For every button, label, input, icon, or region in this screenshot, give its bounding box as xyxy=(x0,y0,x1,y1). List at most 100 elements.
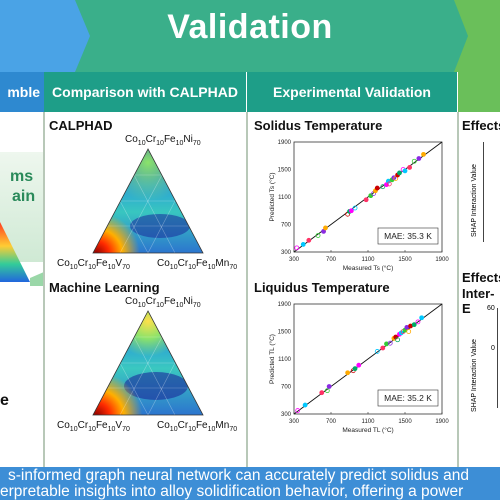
y-tick-label: 1100 xyxy=(278,195,292,201)
data-point xyxy=(386,181,392,187)
shap-axis-2 xyxy=(497,308,498,408)
ml-title: Machine Learning xyxy=(49,280,160,295)
calphad-ternary-map xyxy=(92,148,204,254)
y-tick-label: 700 xyxy=(281,385,292,391)
data-point xyxy=(411,158,417,164)
calphad-vertex-left: Co10Cr10Fe10V70 xyxy=(57,258,130,271)
data-point xyxy=(323,225,328,231)
y-tick-label: 1900 xyxy=(278,302,292,308)
banner-right-arrow xyxy=(440,0,468,72)
data-point xyxy=(416,156,422,161)
ml-vertex-right: Co10Cr10Fe10Mn70 xyxy=(157,420,238,433)
shap-tick-60: 60 xyxy=(487,305,495,312)
mae-box xyxy=(377,227,439,245)
effects-title-2b: Inter-E xyxy=(462,286,495,316)
left-fragment-3: e xyxy=(0,392,9,409)
right-panel: Effects SHAP Interaction Value Effects I… xyxy=(458,112,500,467)
y-tick-label: 1500 xyxy=(278,330,292,336)
data-point xyxy=(387,340,393,346)
experimental-column-header-text: Experimental Validation xyxy=(273,84,431,100)
left-column-header-text: mble xyxy=(7,84,40,100)
footer-line-1: s-informed graph neural network can accu… xyxy=(8,467,469,484)
data-point xyxy=(324,388,330,394)
ml-vertex-top: Co10Cr10Fe10Ni70 xyxy=(125,296,201,309)
data-point xyxy=(345,370,351,376)
validation-banner: Validation xyxy=(0,0,500,72)
left-partial-heatmap xyxy=(0,222,43,286)
data-point xyxy=(421,151,426,157)
left-panel: ms ain e xyxy=(0,112,44,467)
liquidus-title: Liquidus Temperature xyxy=(254,280,390,295)
calphad-title: CALPHAD xyxy=(49,118,113,133)
right-column-header xyxy=(458,72,500,112)
ml-vertex-left: Co10Cr10Fe10V70 xyxy=(57,420,130,433)
data-point xyxy=(352,366,358,372)
x-tick-label: 1900 xyxy=(435,419,449,425)
data-point xyxy=(397,170,402,176)
y-tick-label: 1100 xyxy=(278,357,292,363)
x-tick-label: 1500 xyxy=(398,257,412,263)
data-point xyxy=(395,337,401,343)
x-tick-label: 700 xyxy=(326,257,337,263)
calphad-column-header-text: Comparison with CALPHAD xyxy=(52,84,238,100)
shap-tick-0: 0 xyxy=(491,345,495,352)
y-tick-label: 300 xyxy=(281,250,292,256)
mae-box xyxy=(377,389,439,407)
data-point xyxy=(384,341,389,347)
calphad-panel: CALPHAD Co10Cr10Fe10Ni70 xyxy=(44,112,247,467)
data-point xyxy=(295,408,301,413)
y-tick-label: 700 xyxy=(281,223,292,229)
y-axis-label: Predicted TL (°C) xyxy=(268,334,276,384)
left-fragment-2: ain xyxy=(12,188,36,205)
data-point xyxy=(411,322,417,328)
shap-axis-1 xyxy=(483,142,484,242)
data-point xyxy=(419,315,425,321)
banner-left-arrow xyxy=(60,0,90,72)
data-point xyxy=(352,205,358,211)
data-point xyxy=(380,184,386,190)
data-point xyxy=(374,185,380,191)
data-point xyxy=(302,402,308,408)
x-axis-label: Measured TL (°C) xyxy=(342,426,393,434)
shap-label-2: SHAP Interaction Value xyxy=(471,339,478,412)
data-point xyxy=(363,197,369,203)
effects-title-2a: Effects xyxy=(462,270,500,285)
x-tick-label: 1100 xyxy=(362,257,376,263)
data-point xyxy=(348,208,354,214)
data-point xyxy=(326,384,332,389)
ml-ternary-map xyxy=(92,310,204,416)
calphad-vertex-top: Co10Cr10Fe10Ni70 xyxy=(125,134,201,147)
data-point xyxy=(374,349,380,354)
data-point xyxy=(415,319,421,325)
y-tick-label: 300 xyxy=(281,412,292,418)
data-point xyxy=(407,165,413,170)
y-tick-label: 1900 xyxy=(278,140,292,146)
data-point xyxy=(300,242,306,247)
data-point xyxy=(319,390,325,396)
y-tick-label: 1500 xyxy=(278,168,292,174)
banner-title: Validation xyxy=(167,8,333,46)
data-point xyxy=(315,233,321,238)
x-tick-label: 1100 xyxy=(362,419,376,425)
solidus-title: Solidus Temperature xyxy=(254,118,383,133)
x-tick-label: 1500 xyxy=(398,419,412,425)
footer-summary: s-informed graph neural network can accu… xyxy=(0,467,500,500)
footer-line-2: erpretable insights into alloy solidific… xyxy=(0,483,464,500)
mae-label: MAE: 35.2 K xyxy=(384,393,432,403)
data-point xyxy=(368,193,374,199)
effects-title-1: Effects xyxy=(462,118,500,133)
left-fragment-1: ms xyxy=(10,168,34,185)
calphad-column-header: Comparison with CALPHAD xyxy=(44,72,246,112)
experimental-column-header: Experimental Validation xyxy=(247,72,457,112)
data-point xyxy=(294,245,300,251)
data-point xyxy=(306,237,312,243)
data-point xyxy=(402,168,408,174)
data-point xyxy=(380,345,386,351)
shap-label-1: SHAP Interaction Value xyxy=(471,164,478,237)
parity-line xyxy=(293,303,443,415)
y-axis-label: Predicted Ts (°C) xyxy=(268,172,276,221)
mae-label: MAE: 35.3 K xyxy=(384,231,432,241)
experimental-panel: Solidus Temperature 300 300 700 700 1100 1100… xyxy=(247,112,458,467)
